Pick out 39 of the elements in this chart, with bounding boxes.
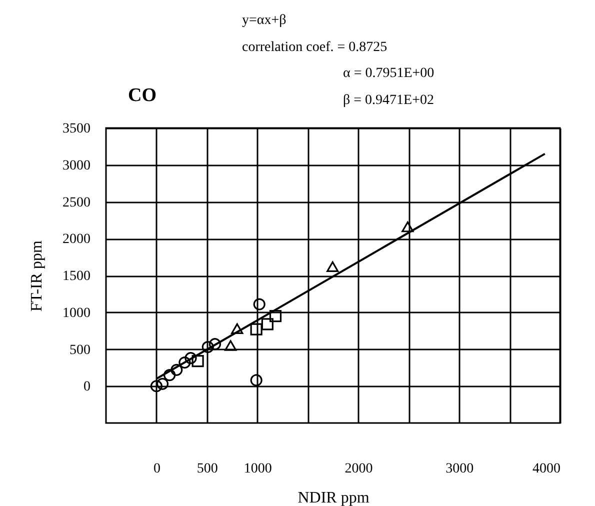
y-tick-label: 3500 [62,122,90,136]
point [250,323,262,336]
point [402,221,414,232]
text: β = 0.9471E+02 [343,93,434,108]
y-axis-title: FT-IR ppm [28,240,46,312]
point [170,364,183,376]
x-tick-label: 2000 [344,462,373,476]
point [192,355,204,368]
point [208,338,222,350]
point [250,374,262,386]
point [261,318,274,330]
point [178,356,191,369]
text: correlation coef. = 0.8725 [242,40,388,55]
point [326,261,339,272]
x-tick-label: 3000 [446,462,474,476]
y-tick-label: 2000 [62,232,90,248]
x-tick-label: 500 [196,462,218,476]
x-axis-title: NDIR ppm [298,490,370,506]
x-tick-label: 0 [153,462,160,476]
y-tick-label: 1500 [62,269,90,284]
x-tick-label: 1000 [244,462,272,476]
x-tick-label: 4000 [532,462,560,476]
point [156,378,169,390]
point [224,340,237,351]
y-tick-label: 500 [70,342,90,358]
point [164,369,176,382]
point [184,352,197,364]
chart-title: CO [128,85,156,106]
text: α = 0.7951E+00 [343,66,434,81]
point [253,298,266,310]
y-tick-label: 3000 [62,158,90,174]
y-tick-label: 0 [84,380,90,395]
point [269,310,282,322]
y-tick-label: 2500 [62,195,90,210]
y-tick-label: 1000 [62,306,90,321]
point [231,323,244,334]
point [202,341,214,354]
point [150,380,162,392]
text: y=αx+β [242,13,286,28]
